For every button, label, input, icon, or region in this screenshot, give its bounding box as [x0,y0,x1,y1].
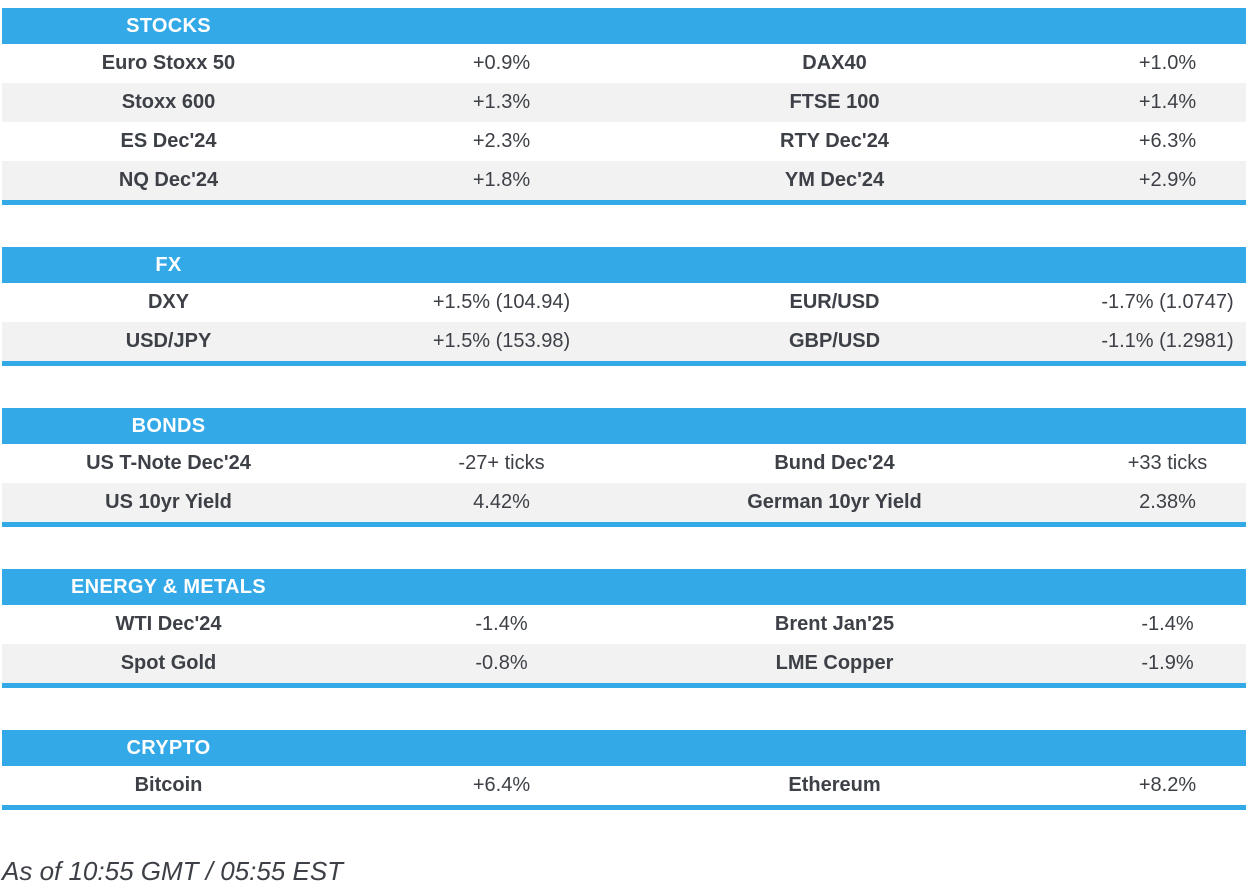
instrument-value: +1.4% [1138,91,1197,113]
section-fx: FX DXY +1.5% (104.94) EUR/USD -1.7% (1.0… [2,247,1246,366]
section-header: ENERGY & METALS [2,569,1246,605]
instrument-label: Ethereum [788,774,881,796]
instrument-value: -1.4% [1141,613,1194,635]
table-row: NQ Dec'24 +1.8% YM Dec'24 +2.9% [2,161,1246,200]
instrument-label: Spot Gold [120,652,217,674]
section-divider [2,805,1246,810]
section-title: CRYPTO [126,736,211,759]
table-row: Euro Stoxx 50 +0.9% DAX40 +1.0% [2,44,1246,83]
instrument-label: Euro Stoxx 50 [101,52,236,74]
instrument-value: +1.0% [1138,52,1197,74]
instrument-value: -0.8% [475,652,528,674]
table-row: DXY +1.5% (104.94) EUR/USD -1.7% (1.0747… [2,283,1246,322]
instrument-value: 4.42% [473,491,530,513]
section-title: FX [155,253,182,276]
instrument-value: +2.3% [472,130,531,152]
section-header: STOCKS [2,8,1246,44]
instrument-value: +1.5% (153.98) [432,330,571,352]
section-title: ENERGY & METALS [71,575,266,598]
instrument-value: 2.38% [1139,491,1196,513]
instrument-value: -1.7% (1.0747) [1101,291,1234,313]
instrument-label: Stoxx 600 [121,91,216,113]
instrument-value: +33 ticks [1127,452,1208,474]
section-divider [2,522,1246,527]
instrument-label: USD/JPY [125,330,212,352]
table-row: Spot Gold -0.8% LME Copper -1.9% [2,644,1246,683]
instrument-label: GBP/USD [788,330,881,352]
instrument-label: WTI Dec'24 [115,613,222,635]
section-header: FX [2,247,1246,283]
table-row: USD/JPY +1.5% (153.98) GBP/USD -1.1% (1.… [2,322,1246,361]
instrument-label: FTSE 100 [789,91,880,113]
section-header: CRYPTO [2,730,1246,766]
instrument-value: +8.2% [1138,774,1197,796]
table-row: US T-Note Dec'24 -27+ ticks Bund Dec'24 … [2,444,1246,483]
instrument-value: -1.1% (1.2981) [1101,330,1234,352]
section-energy-metals: ENERGY & METALS WTI Dec'24 -1.4% Brent J… [2,569,1246,688]
instrument-label: Brent Jan'25 [774,613,895,635]
instrument-label: DAX40 [802,52,867,74]
instrument-value: +6.4% [472,774,531,796]
instrument-label: Bitcoin [134,774,203,796]
instrument-value: +0.9% [472,52,531,74]
section-stocks: STOCKS Euro Stoxx 50 +0.9% DAX40 +1.0% S… [2,8,1246,205]
instrument-label: EUR/USD [789,291,880,313]
instrument-label: DXY [147,291,190,313]
section-bonds: BONDS US T-Note Dec'24 -27+ ticks Bund D… [2,408,1246,527]
instrument-value: -1.9% [1141,652,1194,674]
instrument-value: +1.5% (104.94) [432,291,571,313]
table-row: US 10yr Yield 4.42% German 10yr Yield 2.… [2,483,1246,522]
instrument-label: RTY Dec'24 [780,130,889,152]
instrument-value: -27+ ticks [458,452,545,474]
instrument-label: Bund Dec'24 [774,452,895,474]
section-title: BONDS [131,414,206,437]
section-divider [2,200,1246,205]
instrument-value: +1.8% [472,169,531,191]
instrument-label: US T-Note Dec'24 [86,452,251,474]
section-divider [2,683,1246,688]
section-divider [2,361,1246,366]
table-row: WTI Dec'24 -1.4% Brent Jan'25 -1.4% [2,605,1246,644]
table-row: Stoxx 600 +1.3% FTSE 100 +1.4% [2,83,1246,122]
instrument-value: -1.4% [475,613,528,635]
instrument-label: NQ Dec'24 [118,169,219,191]
instrument-label: LME Copper [775,652,894,674]
section-header: BONDS [2,408,1246,444]
as-of-timestamp: As of 10:55 GMT / 05:55 EST [2,856,344,886]
table-row: Bitcoin +6.4% Ethereum +8.2% [2,766,1246,805]
instrument-label: ES Dec'24 [120,130,217,152]
instrument-label: US 10yr Yield [105,491,232,513]
instrument-value: +2.9% [1138,169,1197,191]
instrument-label: YM Dec'24 [784,169,885,191]
instrument-value: +6.3% [1138,130,1197,152]
instrument-value: +1.3% [472,91,531,113]
section-title: STOCKS [126,14,211,37]
section-crypto: CRYPTO Bitcoin +6.4% Ethereum +8.2% [2,730,1246,810]
instrument-label: German 10yr Yield [747,491,922,513]
table-row: ES Dec'24 +2.3% RTY Dec'24 +6.3% [2,122,1246,161]
